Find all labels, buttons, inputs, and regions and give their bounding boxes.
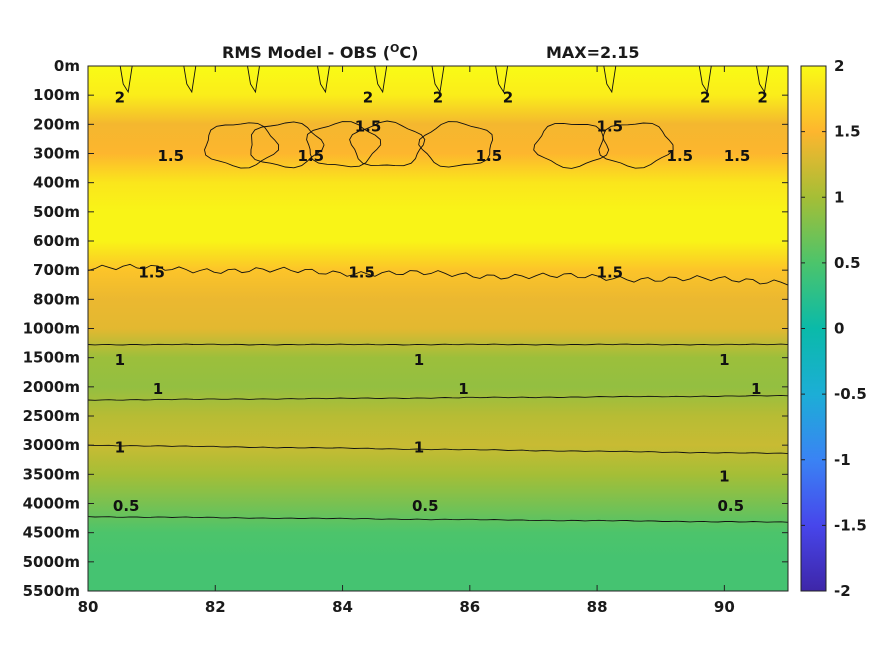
contour-label: 2 xyxy=(433,88,443,106)
y-tick-label: 600m xyxy=(33,232,80,250)
contour-lines xyxy=(87,65,789,523)
contour-label: 2 xyxy=(363,88,373,106)
contour-label: 0.5 xyxy=(113,497,140,515)
colorbar: 2 1.5 1 0.5 0 -0.5 -1 -1.5 -2 xyxy=(800,57,867,600)
colorbar-tick-label: -1 xyxy=(834,451,851,469)
colorbar-ticks: 2 1.5 1 0.5 0 -0.5 -1 -1.5 -2 xyxy=(801,57,867,600)
contour-label: 1.5 xyxy=(297,147,324,165)
max-label: MAX=2.15 xyxy=(546,43,640,62)
contour-label: 2 xyxy=(757,88,767,106)
contour-label: 1 xyxy=(115,351,125,369)
contour-label: 1.5 xyxy=(597,263,624,281)
y-tick-label: 5500m xyxy=(23,582,80,600)
contour-label: 1.5 xyxy=(667,147,694,165)
contour-2-finger xyxy=(317,65,330,94)
contour-2-finger xyxy=(756,65,769,94)
colorbar-tick-label: 2 xyxy=(834,57,844,75)
y-tick-label: 2000m xyxy=(23,378,80,396)
title-superscript: O xyxy=(390,42,399,55)
contour-label: 1 xyxy=(458,380,468,398)
contour-label: 1.5 xyxy=(724,147,751,165)
contour-2-finger xyxy=(495,65,509,94)
plot-area: 2 2 2 2 2 2 1.5 1.5 1.5 1.5 1.5 1.5 1.5 1.5 1.5 1.5 1 1 1 1… xyxy=(87,65,789,592)
y-tick-label: 200m xyxy=(33,115,80,133)
x-tick-label: 88 xyxy=(587,598,608,616)
chart-title: RMS Model - OBS (OC) xyxy=(222,42,418,62)
y-tick-label: 400m xyxy=(33,174,80,192)
contour-1.5-loop xyxy=(250,121,325,169)
contour-2-finger xyxy=(698,65,712,94)
contour-label: 1 xyxy=(751,380,761,398)
y-tick-label: 300m xyxy=(33,145,80,163)
contour-0.5 xyxy=(87,516,789,523)
contour-1.5-loop xyxy=(533,122,610,169)
contour-2-finger xyxy=(183,65,197,94)
y-tick-label: 4000m xyxy=(23,495,80,513)
contour-2-finger xyxy=(247,65,260,94)
contour-1-b xyxy=(87,394,789,401)
y-tick-label: 3000m xyxy=(23,436,80,454)
x-tick-label: 86 xyxy=(459,598,480,616)
y-tick-label: 3500m xyxy=(23,465,80,483)
contour-label: 1.5 xyxy=(348,263,375,281)
y-tick-label: 5000m xyxy=(23,553,80,571)
colorbar-tick-label: -0.5 xyxy=(834,385,867,403)
y-tick-label: 100m xyxy=(33,86,80,104)
contour-2-finger xyxy=(374,65,388,94)
y-tick-label: 2500m xyxy=(23,407,80,425)
contour-label: 1 xyxy=(115,438,125,456)
contour-1.5-loop xyxy=(306,121,382,168)
colorbar-tick-label: 1 xyxy=(834,188,844,206)
contour-1-c xyxy=(87,444,789,455)
x-tick-label: 84 xyxy=(332,598,353,616)
contour-1-a xyxy=(87,343,789,346)
contour-label: 1 xyxy=(414,351,424,369)
y-axis: 0m 100m 200m 300m 400m 500m 600m 700m 800m 1000m 1… xyxy=(23,57,788,600)
contour-label: 2 xyxy=(115,88,125,106)
contour-label: 1.5 xyxy=(597,118,624,136)
contour-label: 1.5 xyxy=(476,147,503,165)
y-tick-label: 800m xyxy=(33,290,80,308)
colorbar-tick-label: -2 xyxy=(834,582,851,600)
colorbar-tick-label: 0.5 xyxy=(834,254,861,272)
contour-label: 2 xyxy=(700,88,710,106)
contour-label: 1.5 xyxy=(157,147,184,165)
contour-label: 1 xyxy=(719,468,729,486)
contour-label: 1 xyxy=(153,380,163,398)
y-tick-label: 4500m xyxy=(23,524,80,542)
y-tick-label: 700m xyxy=(33,261,80,279)
colorbar-tick-label: -1.5 xyxy=(834,516,867,534)
contour-1.5-loop xyxy=(349,120,426,167)
contour-labels: 2 2 2 2 2 2 1.5 1.5 1.5 1.5 1.5 1.5 1.5 1.5 1.5 1.5 1 1 1 1… xyxy=(113,88,768,514)
contour-label: 1 xyxy=(414,438,424,456)
contour-label: 1.5 xyxy=(138,263,165,281)
contour-label: 2 xyxy=(503,88,513,106)
field-background xyxy=(88,66,788,591)
x-tick-label: 82 xyxy=(205,598,226,616)
colorbar-tick-label: 1.5 xyxy=(834,123,861,141)
y-tick-label: 500m xyxy=(33,203,80,221)
x-axis: 80 82 84 86 88 90 xyxy=(78,66,735,616)
x-tick-label: 90 xyxy=(714,598,735,616)
y-tick-label: 1000m xyxy=(23,320,80,338)
x-tick-label: 80 xyxy=(78,598,99,616)
contour-label: 1 xyxy=(719,351,729,369)
contour-1.5-lower xyxy=(87,263,789,286)
contour-1.5-loop xyxy=(418,121,494,168)
contour-label: 0.5 xyxy=(412,497,439,515)
contour-2-finger xyxy=(603,65,617,94)
contour-2-finger xyxy=(119,65,133,94)
contour-label: 1.5 xyxy=(355,118,382,136)
y-tick-label: 1500m xyxy=(23,349,80,367)
y-tick-label: 0m xyxy=(54,57,80,75)
contour-1.5-loop xyxy=(598,122,674,169)
colorbar-tick-label: 0 xyxy=(834,320,844,338)
contour-1.5-loop xyxy=(204,122,280,169)
contour-2-finger xyxy=(431,65,445,94)
contour-label: 0.5 xyxy=(717,497,744,515)
